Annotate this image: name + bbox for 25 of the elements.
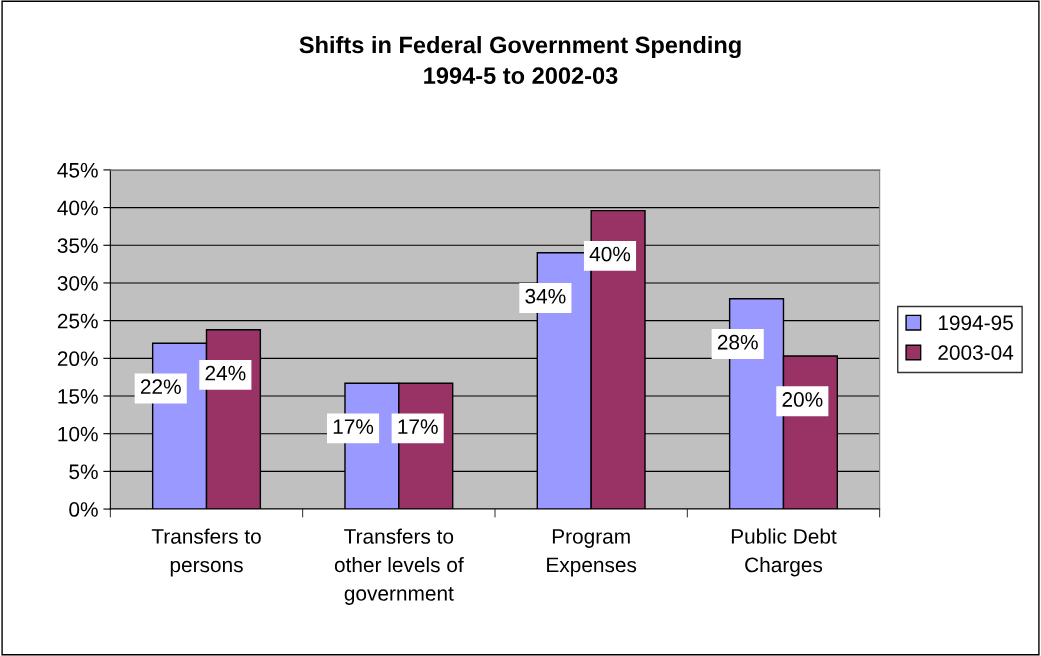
y-tick-label: 45%	[57, 163, 98, 178]
x-tick-label: Public Debt Charges	[731, 528, 837, 577]
data-label: 24%	[205, 365, 246, 381]
data-label: 20%	[782, 392, 823, 407]
data-label: 22%	[140, 379, 181, 394]
data-label: 34%	[525, 288, 566, 304]
data-label: 17%	[333, 419, 374, 434]
data-label: 40%	[589, 246, 631, 262]
x-tick-label: Transfers to other levels of government	[334, 528, 464, 605]
data-label: 28%	[717, 334, 758, 350]
legend-label: 2003-04	[938, 345, 1014, 360]
y-tick-label: 25%	[57, 313, 98, 329]
y-tick-label: 30%	[57, 275, 98, 291]
y-tick-label: 15%	[58, 389, 98, 404]
y-tick-label: 5%	[69, 464, 98, 480]
data-label: 17%	[398, 419, 438, 434]
y-tick-label: 35%	[57, 238, 98, 254]
chart-title: Shifts in Federal Government Spending 1994-5 to 2002-03	[299, 35, 741, 85]
x-tick-label: Program Expenses	[547, 529, 637, 577]
y-tick-label: 10%	[58, 426, 98, 442]
y-tick-label: 40%	[57, 200, 98, 216]
y-tick-label: 20%	[57, 351, 98, 367]
legend-label: 1994-95	[938, 315, 1013, 331]
y-tick-label: 0%	[69, 502, 98, 517]
x-tick-label: Transfers to persons	[151, 528, 261, 577]
